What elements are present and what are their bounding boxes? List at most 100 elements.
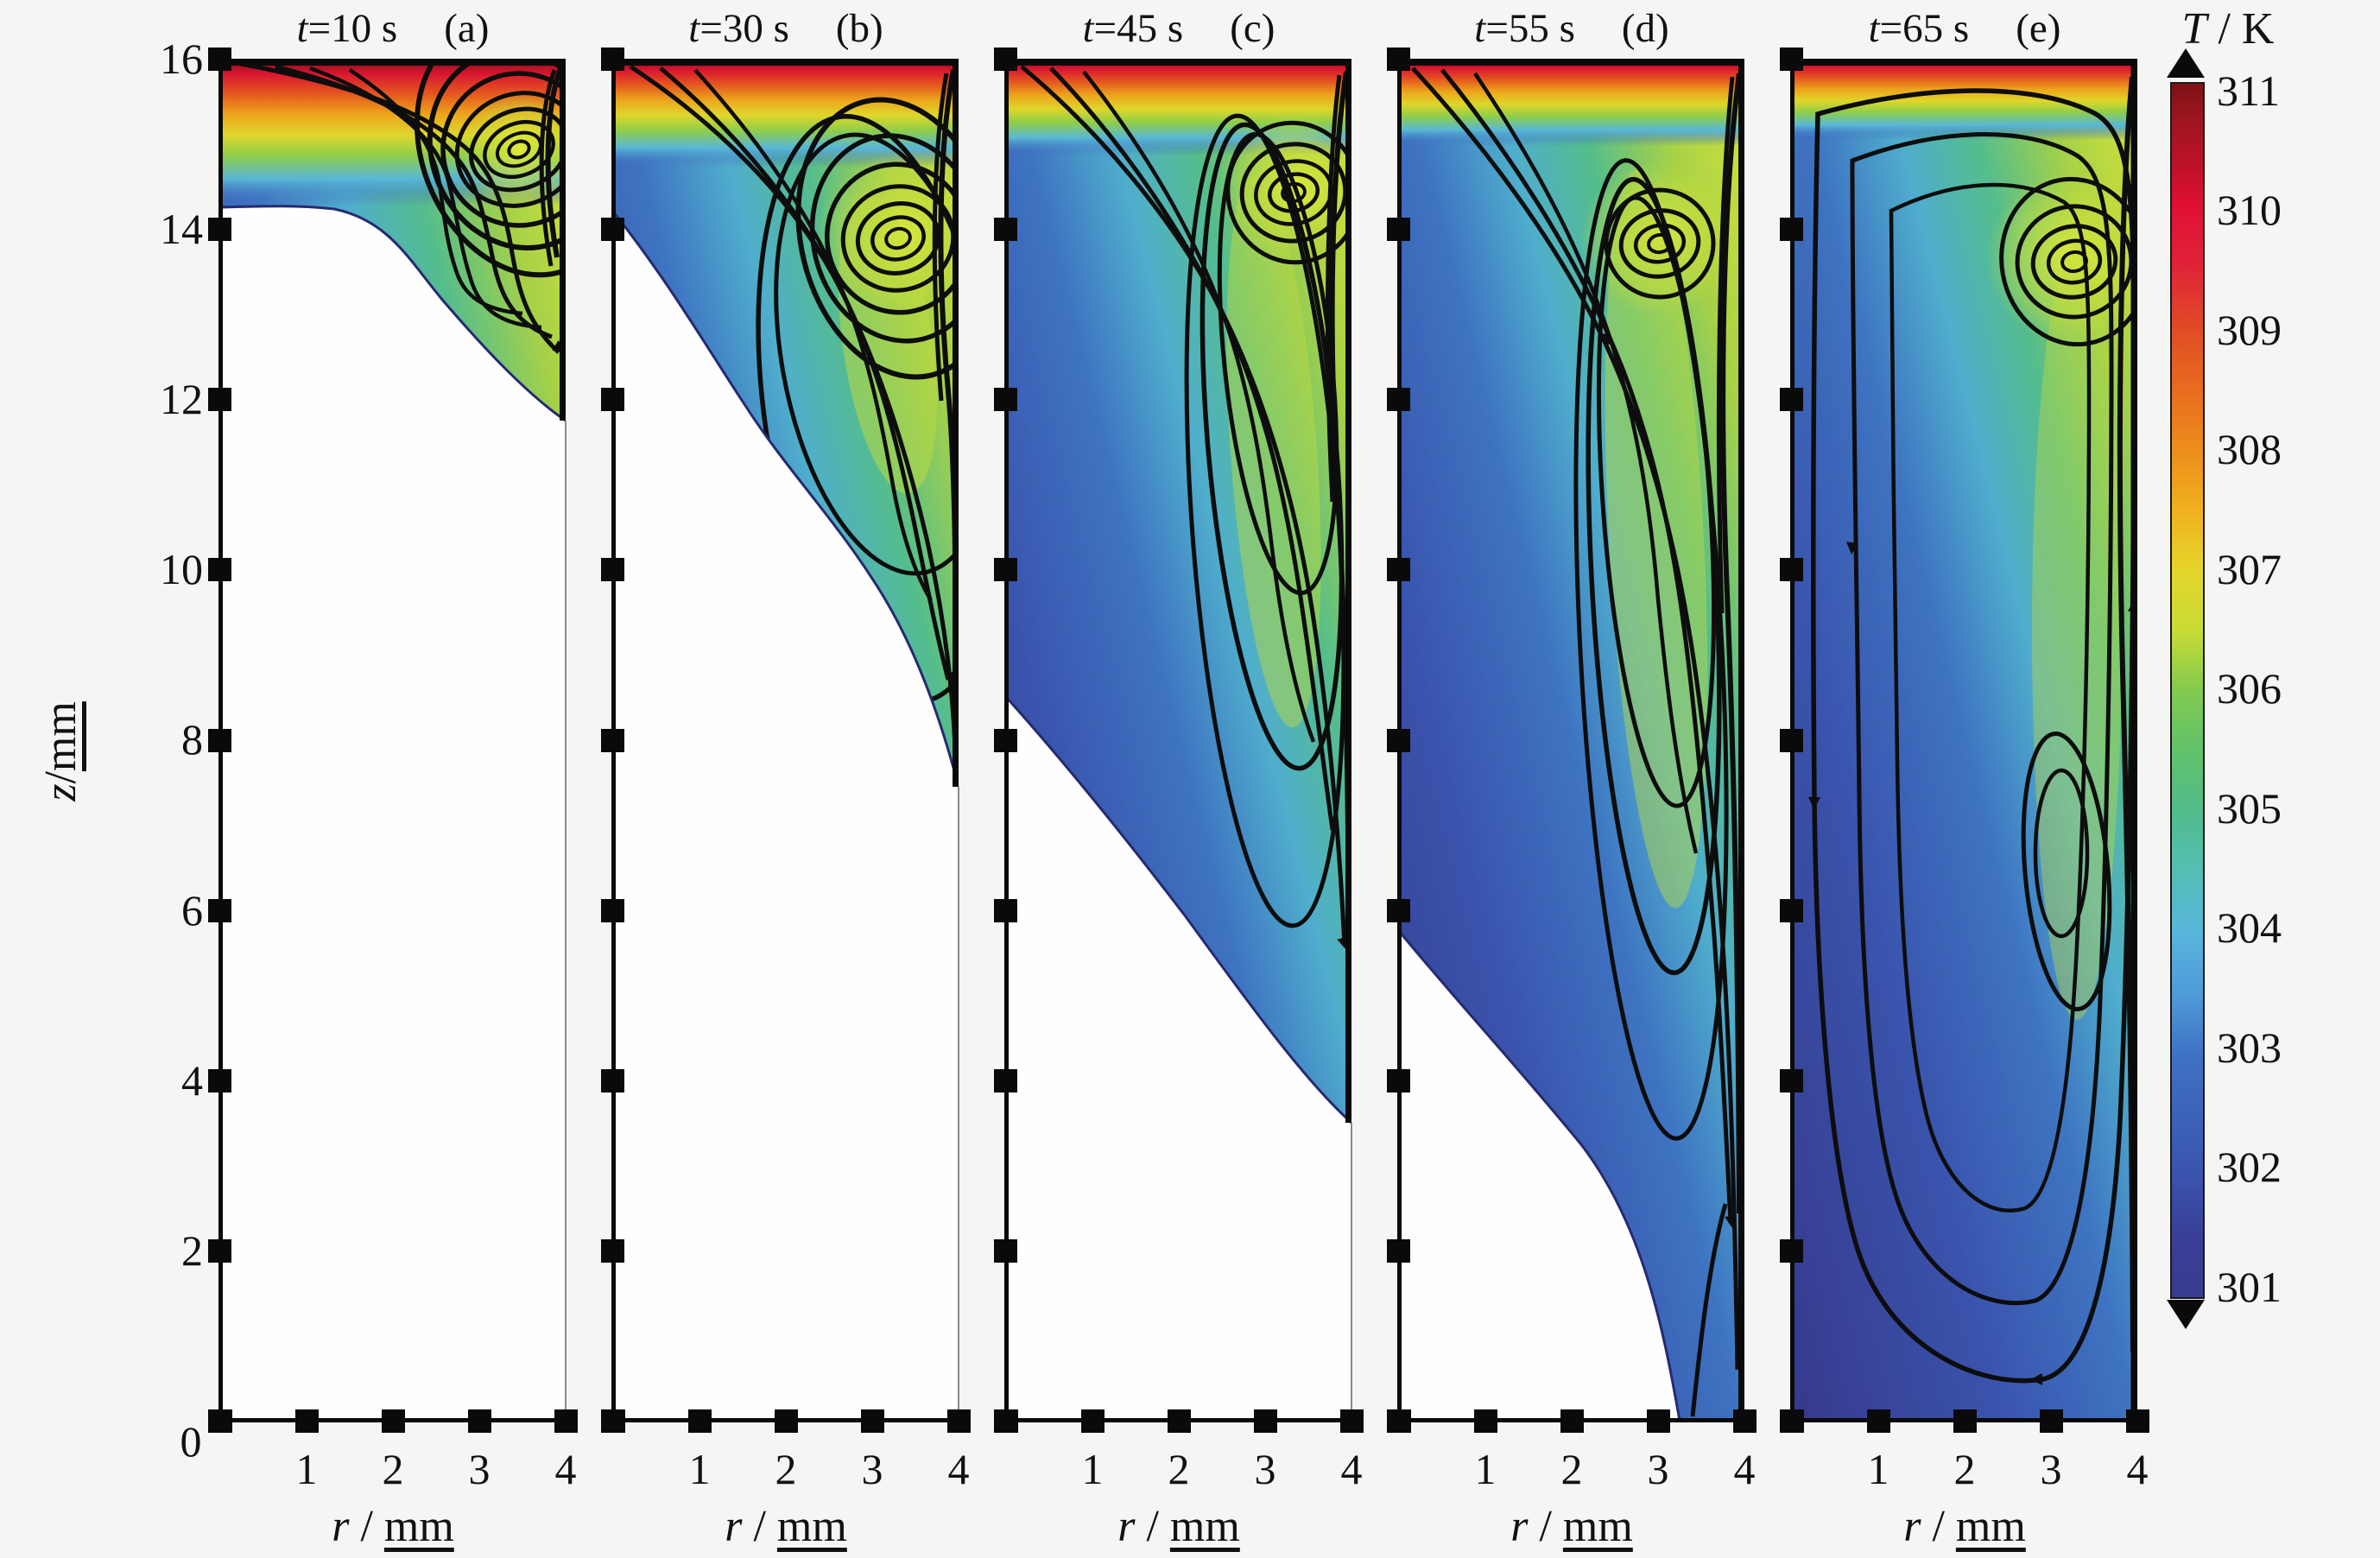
z-tick-square xyxy=(601,218,624,242)
colorbar-tick-301: 301 xyxy=(2217,1263,2282,1311)
colorbar-arrow-up-icon xyxy=(2167,48,2205,78)
r-tick-square xyxy=(1647,1409,1670,1433)
x-tick: 3 xyxy=(1254,1445,1276,1493)
x-tick: 4 xyxy=(1733,1445,1756,1493)
z-tick-square xyxy=(994,558,1017,582)
y-tick-14: 14 xyxy=(160,205,203,253)
y-tick-6: 6 xyxy=(181,886,203,934)
x-tick: 3 xyxy=(2040,1445,2062,1493)
panel-e xyxy=(1780,48,2149,1433)
panel-a-title: t=10 s (a) xyxy=(296,6,490,51)
r-tick-square xyxy=(1340,1409,1364,1433)
z-tick-square xyxy=(994,898,1017,922)
panel-a-right-spine xyxy=(565,421,567,1421)
r-tick-square xyxy=(995,1409,1018,1433)
panel-e-xticks: 1 2 3 4 xyxy=(1792,1444,2149,1496)
x-tick: 1 xyxy=(688,1445,711,1493)
panel-c-right-spine xyxy=(1351,1123,1352,1421)
z-tick-square xyxy=(1387,1068,1410,1092)
z-tick-square xyxy=(1780,558,1803,582)
z-tick-square xyxy=(601,388,624,412)
z-tick-square xyxy=(208,898,231,922)
panel-b-xticks: 1 2 3 4 xyxy=(613,1444,970,1496)
r-tick-square xyxy=(1474,1409,1497,1433)
panel-e-title: t=65 s (e) xyxy=(1868,6,2061,51)
r-tick-square xyxy=(382,1409,405,1433)
z-tick-square xyxy=(1780,218,1803,242)
colorbar-tick-311: 311 xyxy=(2217,66,2281,115)
panel-d xyxy=(1387,48,1757,1433)
y-tick-2: 2 xyxy=(181,1226,203,1275)
z-tick-square xyxy=(1387,558,1410,582)
panel-a-xticks: 1 2 3 4 xyxy=(220,1444,577,1496)
z-tick-square xyxy=(1780,898,1803,922)
z-tick-square xyxy=(994,1238,1017,1263)
z-tick-square xyxy=(1780,728,1803,752)
z-tick-square xyxy=(1387,388,1410,412)
x-tick: 4 xyxy=(2126,1445,2149,1493)
x-axis-label-a: r / mm xyxy=(332,1502,454,1551)
colorbar-label: T / K xyxy=(2181,4,2275,54)
panel-c xyxy=(994,48,1364,1433)
x-tick: 4 xyxy=(1340,1445,1363,1493)
panel-b xyxy=(601,48,971,1433)
panel-a-plot xyxy=(220,59,566,422)
r-tick-square xyxy=(1867,1409,1890,1433)
x-tick: 3 xyxy=(1647,1445,1669,1493)
colorbar-tick-307: 307 xyxy=(2217,545,2282,593)
colorbar-tick-302: 302 xyxy=(2217,1143,2282,1191)
r-tick-square xyxy=(947,1409,971,1433)
z-tick-square xyxy=(208,558,231,582)
r-tick-square xyxy=(1953,1409,1977,1433)
z-tick-square xyxy=(1780,1068,1803,1092)
x-tick: 2 xyxy=(1953,1445,1976,1493)
z-tick-square xyxy=(1780,388,1803,412)
colorbar xyxy=(2170,82,2205,1299)
panel-d-plot xyxy=(1399,59,1744,1421)
r-tick-square xyxy=(1168,1409,1191,1433)
r-tick-square xyxy=(1388,1409,1411,1433)
x-tick: 3 xyxy=(468,1445,491,1493)
z-tick-square xyxy=(601,898,624,922)
x-axis-label-d: r / mm xyxy=(1510,1502,1633,1551)
r-tick-square xyxy=(775,1409,798,1433)
y-axis-sep: / xyxy=(35,771,85,784)
z-tick-square xyxy=(601,1068,624,1092)
x-tick: 1 xyxy=(1474,1445,1497,1493)
z-tick-square xyxy=(208,388,231,412)
x-tick: 4 xyxy=(554,1445,577,1493)
y-tick-12: 12 xyxy=(160,375,203,423)
r-tick-square xyxy=(602,1409,625,1433)
y-tick-4: 4 xyxy=(181,1056,203,1105)
z-tick-square xyxy=(208,48,231,71)
z-tick-square xyxy=(208,218,231,242)
x-tick: 3 xyxy=(861,1445,883,1493)
z-tick-square xyxy=(601,48,624,71)
colorbar-tick-308: 308 xyxy=(2217,425,2282,473)
panel-c-title: t=45 s (c) xyxy=(1082,6,1275,51)
x-tick: 1 xyxy=(295,1445,318,1493)
panel-c-xticks: 1 2 3 4 xyxy=(1006,1444,1363,1496)
x-tick: 1 xyxy=(1081,1445,1104,1493)
z-tick-square xyxy=(1387,48,1410,71)
colorbar-tick-305: 305 xyxy=(2217,784,2282,833)
x-axis-label-e: r / mm xyxy=(1903,1502,2026,1551)
r-tick-square xyxy=(209,1409,232,1433)
z-tick-square xyxy=(208,728,231,752)
y-axis-units: mm xyxy=(35,701,85,772)
z-tick-square xyxy=(208,1068,231,1092)
r-tick-square xyxy=(468,1409,491,1433)
y-tick-10: 10 xyxy=(160,545,203,593)
x-tick: 4 xyxy=(947,1445,970,1493)
r-tick-square xyxy=(861,1409,884,1433)
z-tick-square xyxy=(1387,218,1410,242)
z-tick-square xyxy=(601,558,624,582)
x-axis-label-c: r / mm xyxy=(1117,1502,1240,1551)
colorbar-tick-310: 310 xyxy=(2217,186,2282,234)
z-tick-square xyxy=(994,218,1017,242)
panel-d-xticks: 1 2 3 4 xyxy=(1399,1444,1756,1496)
r-tick-square xyxy=(2126,1409,2149,1433)
r-tick-square xyxy=(295,1409,319,1433)
colorbar-tick-303: 303 xyxy=(2217,1023,2282,1072)
